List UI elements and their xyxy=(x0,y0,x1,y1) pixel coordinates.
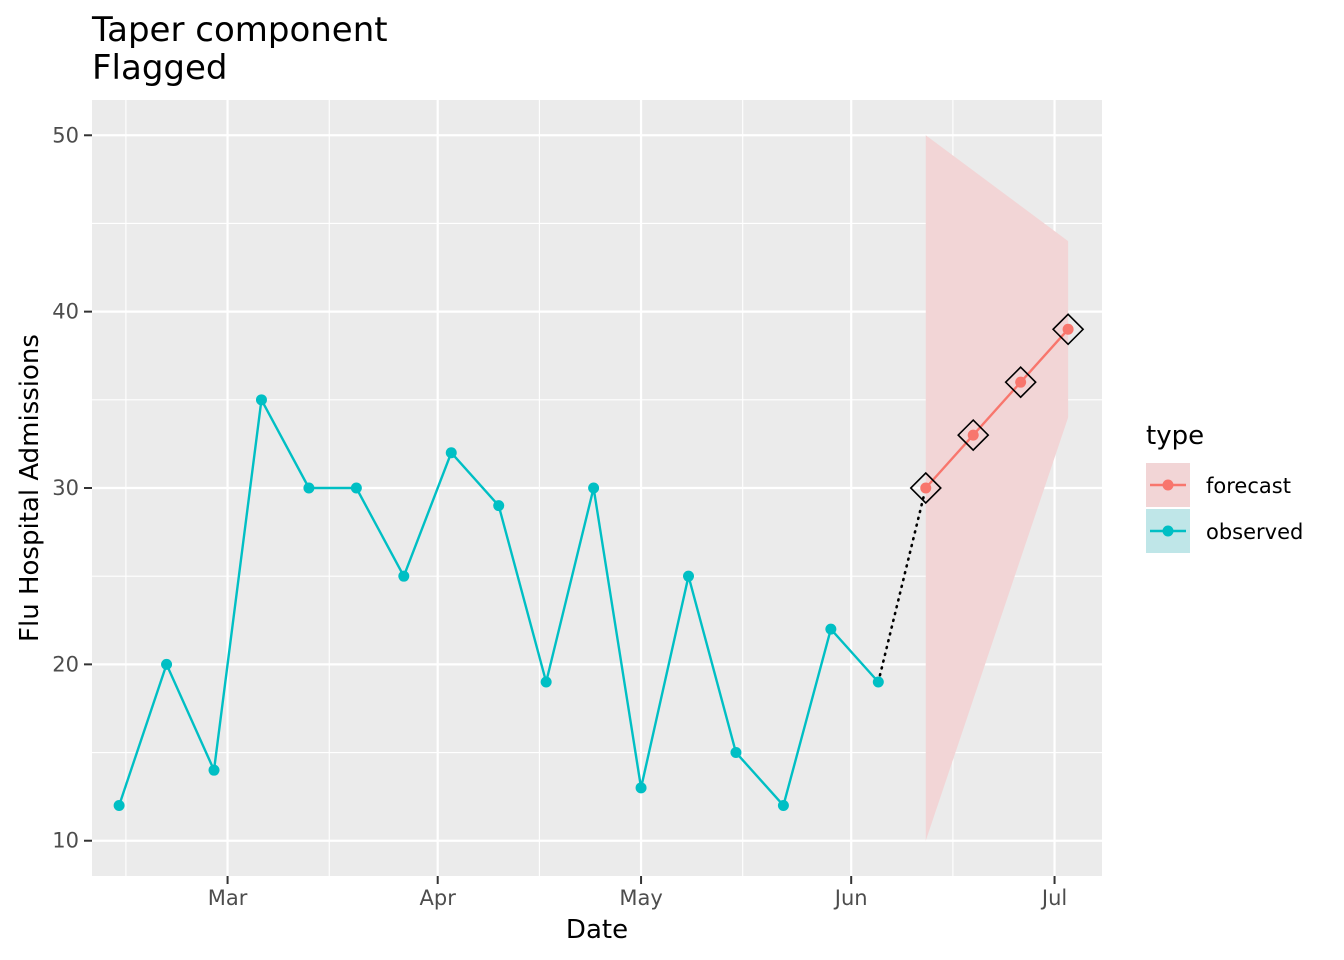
x-tick-label-may: May xyxy=(619,886,662,910)
y-axis-title: Flu Hospital Admissions xyxy=(15,334,45,642)
observed-point-16 xyxy=(872,676,884,688)
y-tick-label-20: 20 xyxy=(52,652,79,676)
forecast-flag-marker-3 xyxy=(1051,313,1085,346)
forecast-flag-marker-0 xyxy=(909,471,942,505)
legend-key-point-observed xyxy=(1162,525,1174,537)
forecast-flag-marker-1 xyxy=(957,418,990,452)
forecast-point-2 xyxy=(1015,376,1027,388)
observed-point-1 xyxy=(161,658,173,670)
y-tick-label-10: 10 xyxy=(52,829,79,853)
forecast-interval-ribbon xyxy=(925,135,1069,841)
y-tick-label-50: 50 xyxy=(52,123,79,147)
observed-point-11 xyxy=(635,782,647,794)
observed-point-3 xyxy=(255,394,267,406)
forecast-interval-layer xyxy=(925,135,1069,841)
x-tick-label-jun: Jun xyxy=(833,886,868,910)
observed-point-8 xyxy=(493,500,505,512)
chart-title-line-2: Flagged xyxy=(92,48,228,88)
y-axis: 10 20 30 40 50 xyxy=(52,123,92,853)
observed-point-12 xyxy=(683,570,695,582)
y-tick-label-40: 40 xyxy=(52,300,79,324)
observed-point-15 xyxy=(825,623,837,635)
y-tick-label-30: 30 xyxy=(52,476,79,500)
observed-point-6 xyxy=(398,570,410,582)
x-tick-label-mar: Mar xyxy=(208,886,248,910)
chart-title-line-1: Taper component xyxy=(91,10,388,50)
forecast-point-3 xyxy=(1062,323,1074,335)
observed-point-13 xyxy=(730,747,742,759)
forecast-point-1 xyxy=(967,429,979,441)
x-axis-title: Date xyxy=(566,915,628,945)
legend-key-point-forecast xyxy=(1162,479,1174,491)
observed-point-5 xyxy=(350,482,362,494)
observed-point-9 xyxy=(540,676,552,688)
x-tick-label-apr: Apr xyxy=(420,886,457,910)
observed-point-7 xyxy=(445,447,457,459)
x-axis: Mar Apr May Jun Jul xyxy=(208,876,1067,910)
observed-point-4 xyxy=(303,482,315,494)
observed-point-10 xyxy=(588,482,600,494)
legend-items: forecast observed xyxy=(1146,463,1303,553)
legend-label-forecast: forecast xyxy=(1206,474,1291,498)
forecast-line xyxy=(924,328,1070,489)
observed-point-0 xyxy=(113,799,125,811)
legend-title: type xyxy=(1146,421,1204,451)
legend: type forecast observed xyxy=(1146,421,1303,553)
forecast-point-0 xyxy=(920,482,932,494)
observed-point-14 xyxy=(777,799,789,811)
forecast-flag-marker-2 xyxy=(1004,366,1037,399)
observed-forecast-connector xyxy=(877,486,928,684)
series-points-layer xyxy=(113,313,1085,811)
observed-point-2 xyxy=(208,764,220,776)
legend-label-observed: observed xyxy=(1206,520,1303,544)
x-tick-label-jul: Jul xyxy=(1040,886,1067,910)
